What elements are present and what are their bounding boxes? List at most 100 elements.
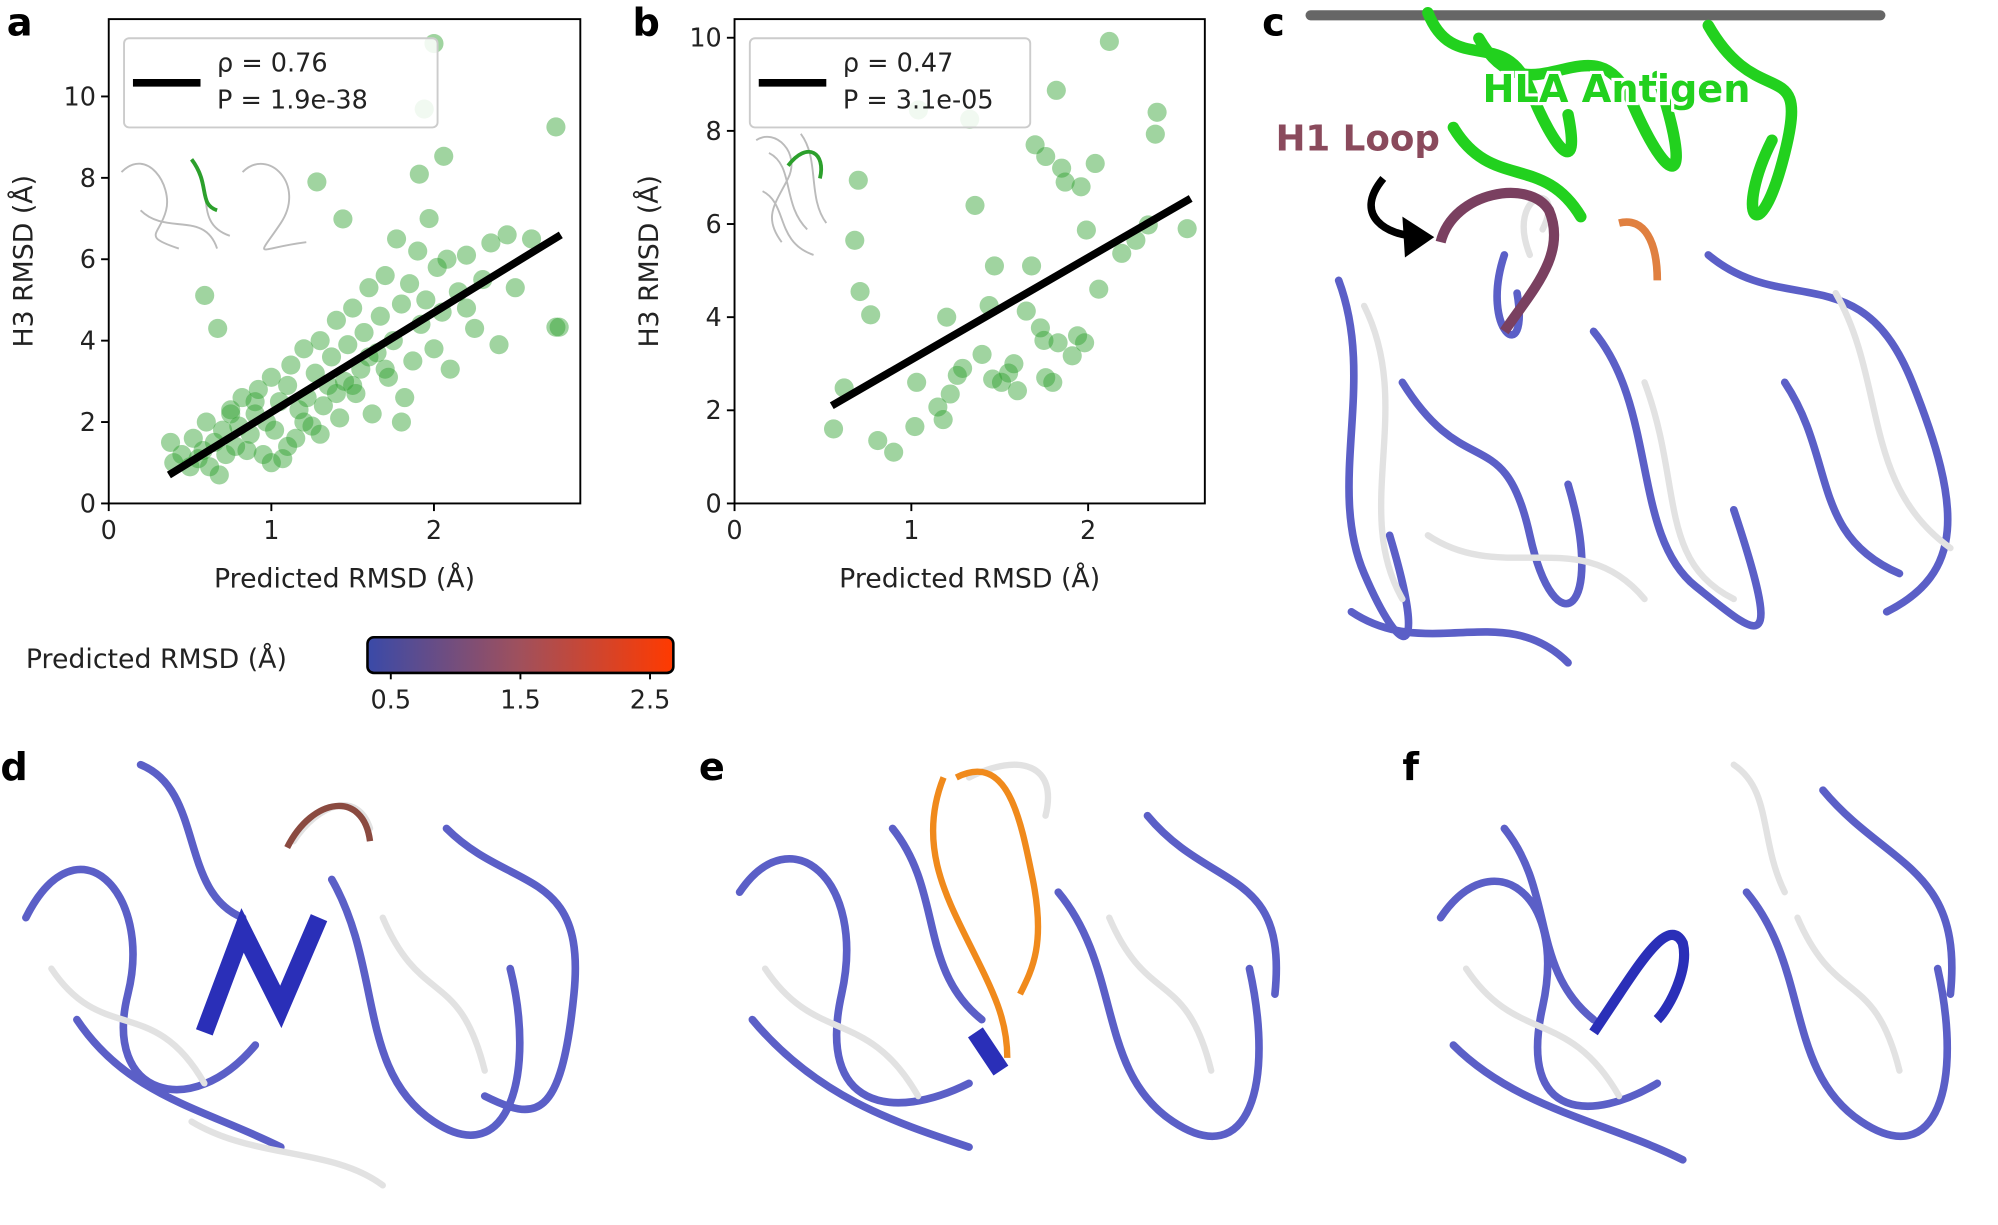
- point: [440, 359, 460, 379]
- point: [237, 440, 257, 461]
- point: [456, 245, 477, 265]
- point: [408, 241, 428, 261]
- point: [823, 419, 844, 439]
- point: [848, 170, 868, 190]
- point: [310, 331, 330, 351]
- point: [172, 445, 192, 465]
- point: [521, 229, 542, 249]
- point: [321, 347, 342, 367]
- point: [221, 400, 241, 420]
- point: [465, 318, 485, 338]
- panel-label: e: [699, 746, 725, 790]
- point: [387, 229, 407, 249]
- point: [400, 274, 420, 294]
- panel-label: f: [1402, 746, 1419, 790]
- legend-label: ρ = 0.47: [843, 48, 953, 78]
- point: [424, 339, 444, 359]
- point: [278, 436, 298, 457]
- x-tick-label: 2: [1080, 516, 1096, 546]
- point: [1052, 158, 1072, 178]
- point: [983, 369, 1003, 389]
- point: [375, 359, 395, 379]
- structure-f: [1436, 761, 1956, 1164]
- point: [1147, 102, 1167, 122]
- legend-box: [123, 37, 439, 129]
- x-axis-label: Predicted RMSD (Å): [839, 563, 1100, 595]
- point: [334, 371, 355, 391]
- point: [375, 265, 395, 286]
- point: [196, 412, 216, 432]
- point: [160, 432, 181, 452]
- point: [221, 404, 241, 424]
- point: [861, 305, 881, 325]
- point: [195, 285, 215, 306]
- colorbar-tick-label: 0.5: [371, 686, 412, 716]
- colorbar: [366, 635, 675, 675]
- point: [1055, 172, 1075, 192]
- point: [261, 367, 281, 387]
- point: [1004, 354, 1024, 374]
- point: [965, 195, 985, 215]
- point: [216, 445, 236, 465]
- point: [1022, 256, 1042, 276]
- plot-frame: [107, 18, 582, 505]
- point: [294, 412, 314, 432]
- point: [497, 225, 517, 245]
- legend-label: P = 3.1e-05: [843, 85, 994, 115]
- point: [937, 307, 957, 327]
- point: [391, 412, 412, 432]
- panel-label: c: [1262, 2, 1285, 46]
- point: [1145, 124, 1165, 144]
- point: [1089, 279, 1109, 299]
- plot-frame: [733, 18, 1206, 505]
- y-tick-label: 4: [706, 303, 722, 333]
- point: [905, 417, 925, 437]
- point: [370, 306, 390, 326]
- point: [419, 208, 439, 229]
- y-tick-label: 8: [80, 164, 96, 194]
- point: [302, 416, 322, 436]
- point: [286, 428, 306, 448]
- point: [1112, 243, 1132, 263]
- point: [248, 379, 268, 400]
- point: [845, 230, 865, 250]
- point: [378, 367, 398, 387]
- point: [549, 317, 569, 337]
- y-tick-label: 6: [80, 245, 96, 275]
- point: [1043, 372, 1063, 392]
- y-tick-label: 8: [706, 117, 722, 147]
- inset: [755, 133, 828, 256]
- point: [456, 298, 477, 318]
- legend-label: ρ = 0.76: [217, 48, 327, 78]
- point: [1062, 346, 1082, 366]
- point: [972, 344, 992, 364]
- point: [1076, 220, 1096, 240]
- point: [183, 428, 203, 448]
- point: [1046, 80, 1066, 100]
- point: [928, 397, 948, 417]
- point: [208, 318, 228, 338]
- fit-line: [166, 231, 563, 479]
- point: [546, 317, 566, 337]
- point: [1025, 135, 1045, 155]
- y-tick-label: 6: [706, 210, 722, 240]
- point: [359, 278, 379, 298]
- panel-label: b: [633, 2, 660, 46]
- point: [884, 442, 904, 462]
- point: [505, 278, 525, 298]
- x-tick-label: 1: [903, 516, 919, 546]
- point: [947, 365, 967, 385]
- point: [489, 335, 509, 355]
- x-tick-label: 1: [263, 516, 279, 546]
- point: [245, 392, 265, 412]
- y-axis-label: H3 RMSD (Å): [633, 175, 665, 348]
- point: [338, 335, 358, 355]
- point: [294, 339, 314, 359]
- point: [434, 146, 454, 166]
- point: [984, 256, 1004, 276]
- colorbar-label: Predicted RMSD (Å): [26, 643, 287, 675]
- fit-line: [829, 195, 1193, 409]
- point: [313, 396, 333, 416]
- annotation: HLA Antigen: [1483, 68, 1751, 112]
- point: [1048, 333, 1068, 353]
